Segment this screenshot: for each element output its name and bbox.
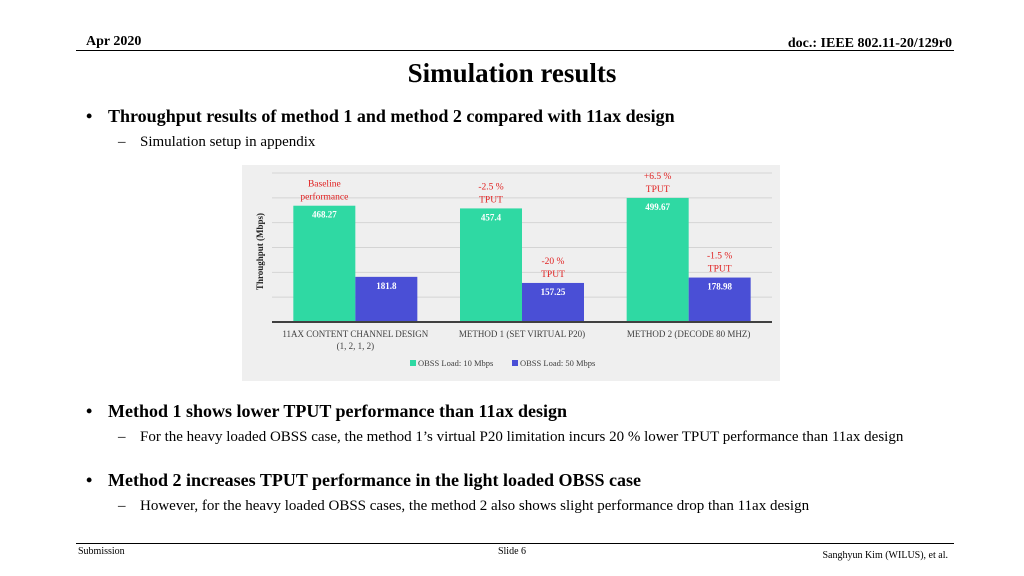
x-tick-label: (1, 2, 1, 2) (337, 341, 375, 351)
y-axis-label: Throughput (Mbps) (255, 213, 265, 290)
annotation-label: TPUT (646, 185, 670, 195)
sub-dash: – (118, 498, 126, 514)
annotation-label: -2.5 % (478, 182, 503, 192)
annotation-label: TPUT (708, 265, 732, 275)
bullet-1-text: Throughput results of method 1 and metho… (108, 106, 675, 126)
footer-rule (76, 543, 954, 544)
bar (626, 197, 689, 322)
bullet-1-sub-1: – Simulation setup in appendix (118, 133, 990, 151)
data-label: 468.27 (312, 210, 337, 220)
annotation-label: -20 % (542, 257, 565, 267)
bar (688, 277, 751, 322)
legend-swatch (410, 360, 416, 366)
bullet-2-text: Method 1 shows lower TPUT performance th… (108, 401, 568, 421)
data-label: 178.98 (707, 282, 732, 292)
annotation-label: performance (300, 192, 348, 203)
annotation-label: TPUT (479, 195, 503, 205)
bullet-dot: • (86, 106, 93, 126)
bar (460, 208, 522, 322)
footer-author: Sanghyun Kim (WILUS), et al. (822, 550, 948, 561)
x-tick-label: METHOD 1 (SET VIRTUAL P20) (459, 329, 585, 339)
bullet-2-sub-1: – For the heavy loaded OBSS case, the me… (118, 428, 990, 446)
data-label: 181.8 (376, 281, 397, 291)
bullet-3-sub-1-text: However, for the heavy loaded OBSS cases… (140, 498, 810, 514)
x-tick-label: METHOD 2 (DECODE 80 MHZ) (627, 329, 751, 339)
bullet-1: • Throughput results of method 1 and met… (86, 106, 988, 127)
sub-dash: – (118, 134, 126, 150)
bullet-2-sub-1-text: For the heavy loaded OBSS case, the meth… (140, 429, 904, 445)
footer-slide-number: Slide 6 (497, 546, 527, 557)
legend-label: OBSS Load: 10 Mbps (418, 358, 493, 368)
header-rule (76, 50, 954, 51)
header-doc-number: doc.: IEEE 802.11-20/129r0 (787, 36, 952, 51)
data-label: 499.67 (645, 202, 670, 212)
bullet-dot: • (86, 470, 93, 490)
x-tick-label: 11AX CONTENT CHANNEL DESIGN (282, 329, 428, 339)
chart-svg: Throughput (Mbps) 468.27 457.4 499.67 181.8 1… (255, 172, 772, 368)
data-label: 457.4 (481, 212, 502, 222)
bullet-3: • Method 2 increases TPUT performance in… (86, 470, 988, 491)
bar (293, 205, 356, 322)
throughput-chart: Throughput (Mbps) 468.27 457.4 499.67 181.8 1… (242, 165, 780, 381)
bullet-3-sub-1: – However, for the heavy loaded OBSS cas… (118, 497, 990, 515)
bullet-1-sub-1-text: Simulation setup in appendix (140, 134, 316, 150)
bullet-3-text: Method 2 increases TPUT performance in t… (108, 470, 641, 490)
slide-title: Simulation results (407, 58, 617, 88)
bar (355, 276, 418, 322)
bar (522, 282, 584, 322)
annotation-label: TPUT (541, 270, 565, 280)
annotation-label: Baseline (308, 180, 341, 190)
header-date: Apr 2020 (86, 34, 142, 49)
bullet-2: • Method 1 shows lower TPUT performance … (86, 401, 988, 422)
sub-dash: – (118, 429, 126, 445)
legend-swatch (512, 360, 518, 366)
bullet-dot: • (86, 401, 93, 421)
annotation-label: +6.5 % (644, 172, 672, 182)
legend-label: OBSS Load: 50 Mbps (520, 358, 595, 368)
annotation-label: -1.5 % (707, 252, 732, 262)
footer-submission: Submission (78, 546, 125, 557)
data-label: 157.25 (541, 287, 566, 297)
